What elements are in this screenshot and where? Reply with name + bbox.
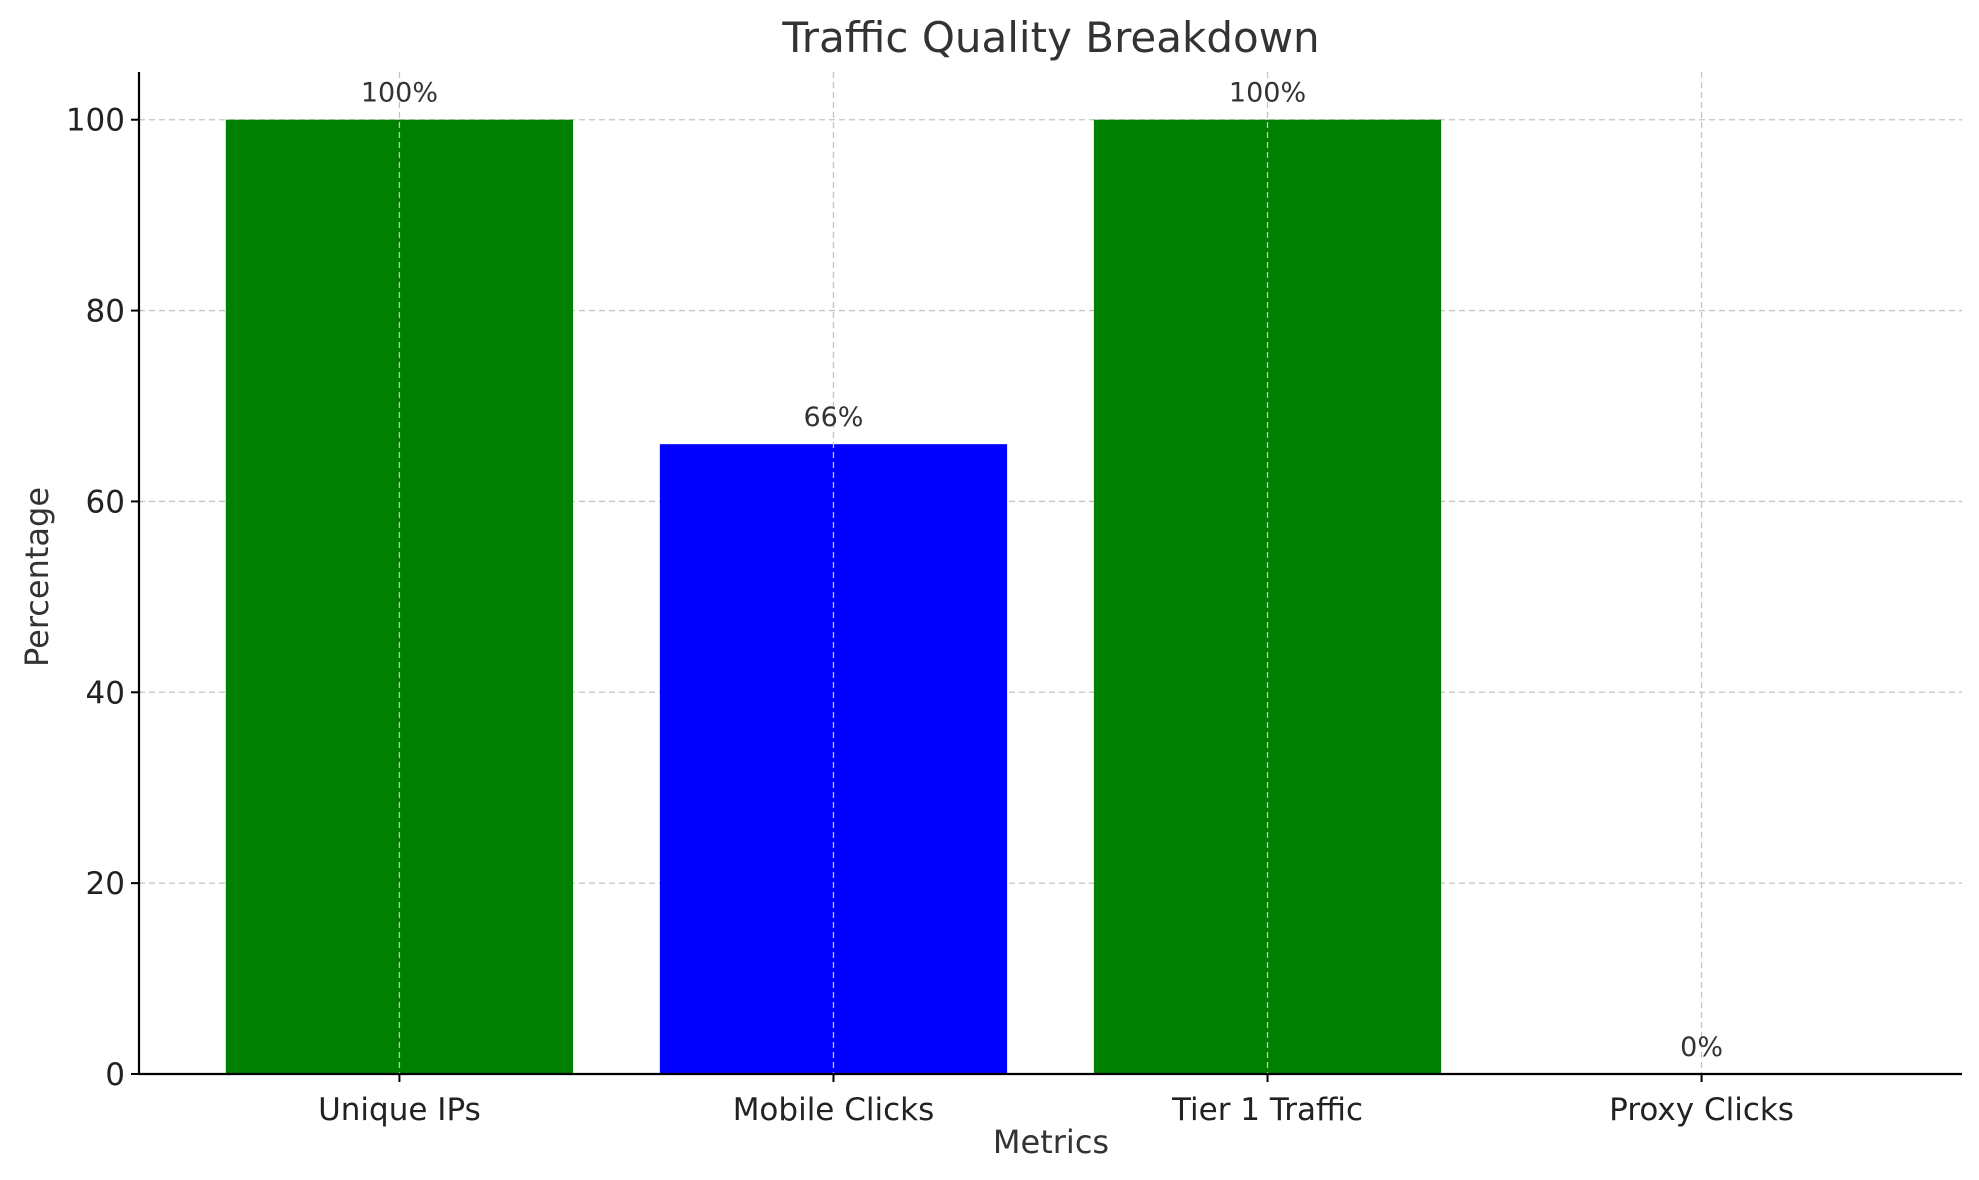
x-tick-label-1: Mobile Clicks	[733, 1092, 935, 1128]
x-tick-label-0: Unique IPs	[318, 1092, 481, 1128]
bars	[225, 72, 1703, 1075]
data-label-0: 100%	[361, 78, 438, 109]
axes	[131, 72, 1962, 1082]
labels: 0 20 40 60 80 100 Unique IPs Mobile Clicks Tier …	[66, 78, 1794, 1128]
chart-title: Traffic Quality Breakdown	[781, 13, 1319, 62]
y-tick-label-2: 40	[86, 675, 125, 711]
x-tick-label-3: Proxy Clicks	[1609, 1092, 1794, 1128]
y-tick-label-1: 20	[86, 866, 125, 902]
y-tick-label-0: 0	[105, 1057, 125, 1093]
y-tick-label-3: 60	[86, 484, 125, 520]
y-tick-label-4: 80	[86, 294, 125, 330]
data-label-2: 100%	[1229, 78, 1306, 109]
data-label-1: 66%	[803, 402, 863, 433]
y-tick-label-5: 100	[66, 103, 125, 139]
data-label-3: 0%	[1680, 1032, 1723, 1063]
x-axis-label: Metrics	[993, 1123, 1109, 1161]
bar-1	[659, 444, 1008, 1075]
y-axis-label: Percentage	[18, 487, 56, 667]
x-tick-label-2: Tier 1 Traffic	[1171, 1092, 1363, 1128]
